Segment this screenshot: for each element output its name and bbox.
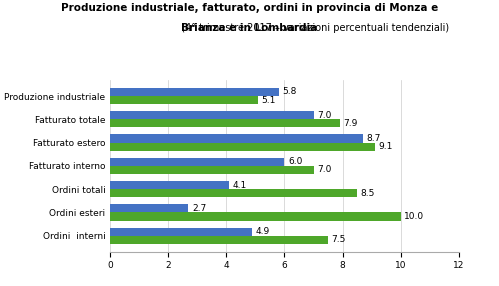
Text: 6.0: 6.0 [288, 157, 302, 166]
Text: 4.9: 4.9 [256, 227, 270, 236]
Text: Brianza e in Lombardia: Brianza e in Lombardia [181, 23, 318, 33]
Bar [110, 166, 313, 174]
Bar [110, 189, 357, 197]
Text: 10.0: 10.0 [404, 212, 425, 221]
Text: (4° trimestre 2017 – variazioni percentuali tendenziali): (4° trimestre 2017 – variazioni percentu… [50, 23, 449, 33]
Text: 7.5: 7.5 [331, 235, 346, 244]
Text: 5.8: 5.8 [282, 88, 296, 96]
Text: 4.1: 4.1 [233, 180, 247, 190]
Bar [110, 143, 375, 151]
Bar [110, 236, 328, 244]
Bar [110, 228, 252, 236]
Bar [110, 212, 401, 221]
Text: 7.0: 7.0 [317, 111, 331, 120]
Bar [110, 134, 363, 143]
Text: 9.1: 9.1 [378, 142, 393, 151]
Bar [110, 111, 313, 119]
Bar [110, 88, 278, 96]
Text: Produzione industriale, fatturato, ordini in provincia di Monza e: Produzione industriale, fatturato, ordin… [61, 3, 438, 13]
Bar [110, 181, 229, 189]
Text: 8.5: 8.5 [361, 189, 375, 198]
Text: 8.7: 8.7 [366, 134, 381, 143]
Text: 7.0: 7.0 [317, 166, 331, 174]
Bar [110, 158, 284, 166]
Text: 7.9: 7.9 [343, 119, 358, 128]
Text: 5.1: 5.1 [261, 96, 276, 105]
Bar [110, 96, 258, 104]
Text: 2.7: 2.7 [192, 204, 206, 213]
Bar [110, 204, 188, 212]
Bar [110, 119, 340, 128]
